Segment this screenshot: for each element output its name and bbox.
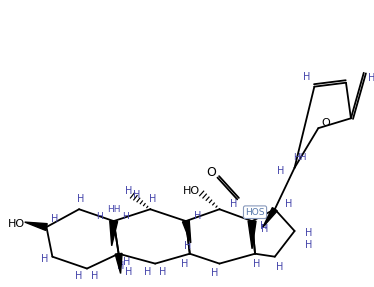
Text: H: H (148, 194, 156, 204)
Text: H: H (211, 269, 218, 278)
Polygon shape (248, 221, 256, 249)
Text: H: H (96, 212, 103, 221)
Text: H: H (305, 240, 312, 250)
Polygon shape (110, 221, 117, 246)
Polygon shape (115, 253, 122, 274)
Text: H: H (368, 73, 374, 83)
Text: H: H (181, 259, 188, 269)
Text: H: H (260, 221, 268, 231)
Polygon shape (25, 222, 47, 230)
Text: H: H (125, 187, 132, 196)
Text: H: H (41, 254, 48, 264)
Text: H: H (77, 194, 85, 204)
Text: H: H (184, 241, 191, 251)
Text: H: H (285, 199, 292, 209)
Text: H: H (277, 166, 285, 176)
Polygon shape (263, 208, 277, 227)
Text: H: H (230, 199, 237, 209)
Text: HH: HH (293, 153, 306, 162)
Text: H: H (51, 214, 58, 224)
Text: HH: HH (107, 205, 120, 214)
Text: H: H (123, 257, 130, 267)
Text: H: H (305, 228, 312, 238)
Text: H: H (133, 190, 140, 200)
Text: H: H (194, 211, 201, 221)
Polygon shape (183, 220, 191, 243)
Text: H: H (144, 267, 151, 276)
Text: H: H (261, 224, 269, 234)
Text: H: H (91, 272, 99, 282)
Text: H: H (125, 267, 132, 276)
Text: H: H (117, 261, 124, 271)
Text: H: H (253, 259, 261, 269)
Text: H: H (303, 72, 310, 82)
Text: HOS: HOS (245, 208, 265, 217)
Text: H: H (276, 261, 283, 272)
Text: H: H (76, 272, 83, 282)
Text: O: O (322, 118, 331, 128)
Text: HO: HO (8, 219, 25, 229)
Text: H: H (122, 212, 129, 221)
Text: O: O (206, 166, 217, 179)
Text: H: H (159, 267, 167, 276)
Text: HO: HO (183, 187, 200, 196)
